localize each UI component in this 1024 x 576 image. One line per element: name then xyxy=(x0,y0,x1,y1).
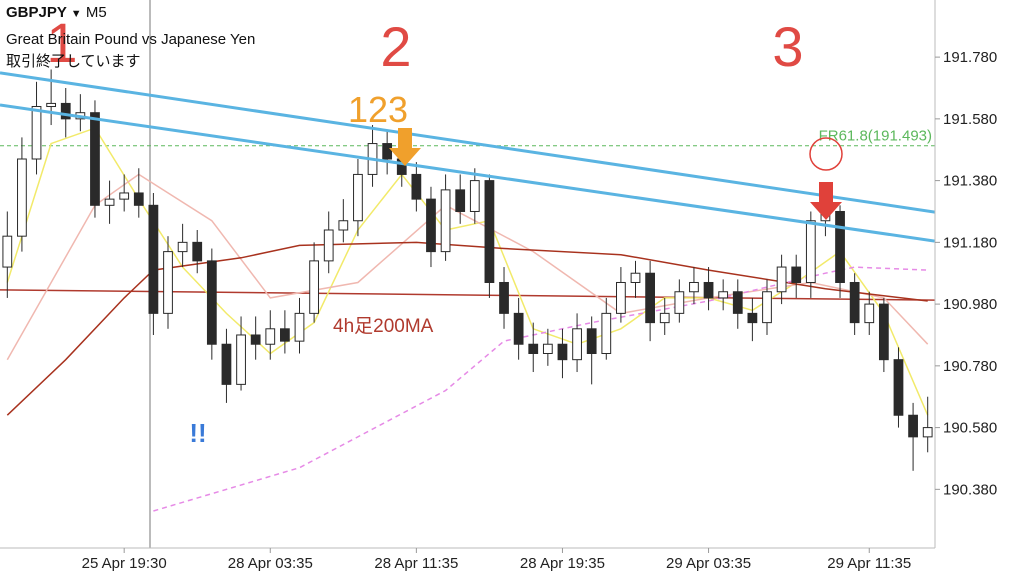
candle-body xyxy=(60,102,71,120)
annotation-3: 3 xyxy=(772,15,803,78)
candle-body xyxy=(791,266,802,283)
candle-body xyxy=(280,328,290,342)
candle-body xyxy=(499,281,509,314)
candle-body xyxy=(601,312,612,354)
ma-line xyxy=(6,127,929,416)
y-tick-label: 191.180 xyxy=(943,234,997,251)
ma-line xyxy=(6,241,928,416)
candle-body xyxy=(513,312,524,345)
candle-body xyxy=(133,192,144,206)
candle-body xyxy=(718,291,729,299)
candle-body xyxy=(542,343,553,354)
candle-body xyxy=(732,291,743,314)
candle-body xyxy=(659,312,670,324)
x-tick-label: 28 Apr 19:35 xyxy=(520,555,605,572)
candle-body xyxy=(338,220,349,231)
y-tick-label: 190.780 xyxy=(943,358,997,375)
red-arrow xyxy=(810,182,842,220)
x-tick-label: 28 Apr 11:35 xyxy=(374,555,458,572)
trendline xyxy=(0,103,935,243)
symbol-row[interactable]: GBPJPY ▼ M5 xyxy=(6,4,107,21)
candle-body xyxy=(747,312,758,324)
candle-body xyxy=(309,260,319,314)
candle-body xyxy=(645,272,655,324)
candle-body xyxy=(353,173,363,222)
candle-body xyxy=(835,210,845,283)
candle-body xyxy=(908,414,918,438)
orange-arrow xyxy=(389,128,421,166)
annotation-2: 2 xyxy=(380,15,411,78)
y-tick-label: 191.380 xyxy=(943,173,997,190)
candle-body xyxy=(616,281,626,314)
candle-body xyxy=(426,198,436,253)
candle-body xyxy=(90,112,100,206)
candle-body xyxy=(469,180,480,212)
candle-body xyxy=(440,189,451,253)
y-tick-label: 190.580 xyxy=(943,420,997,437)
candle-body xyxy=(703,281,714,299)
candle-body xyxy=(250,334,261,345)
candle-body xyxy=(294,312,305,342)
candle-body xyxy=(557,343,568,361)
y-tick-label: 191.580 xyxy=(943,111,997,128)
candle-body xyxy=(586,328,597,354)
fib-label: FR61.8(191.493) xyxy=(819,128,932,145)
candle-body xyxy=(864,303,875,324)
y-tick-label: 190.980 xyxy=(943,296,997,313)
y-tick-label: 191.780 xyxy=(943,49,997,66)
candle-body xyxy=(119,192,130,200)
candle-body xyxy=(893,359,904,416)
candle-body xyxy=(455,189,466,212)
candle-body xyxy=(528,343,539,354)
candle-body xyxy=(148,204,159,314)
candle-body xyxy=(163,251,173,314)
plot-area xyxy=(0,69,935,512)
timeframe: M5 xyxy=(85,4,107,21)
candle-body xyxy=(31,106,42,160)
x-tick-label: 25 Apr 19:30 xyxy=(82,555,167,572)
trendline xyxy=(0,71,935,214)
x-tick-label: 29 Apr 03:35 xyxy=(666,555,751,572)
candle-body xyxy=(805,220,816,283)
candle-body xyxy=(177,241,188,253)
market-status: 取引終了しています xyxy=(6,53,141,70)
annotation-1: 1 xyxy=(46,11,77,74)
red-circle xyxy=(809,137,843,171)
candle-body xyxy=(762,291,772,324)
ma200-label: 4h足200MA xyxy=(333,316,434,337)
annotations: 1 2 3 123 !! xyxy=(46,11,843,448)
candle-body xyxy=(221,343,232,385)
annotation-exclaim: !! xyxy=(189,418,206,448)
candle-body xyxy=(382,143,393,160)
candle-body xyxy=(206,260,217,345)
candle-body xyxy=(922,427,933,438)
y-tick-label: 190.380 xyxy=(943,481,997,498)
candle-body xyxy=(630,272,641,283)
candle-body xyxy=(104,198,115,206)
candle-body xyxy=(878,303,889,361)
candle-body xyxy=(323,229,334,262)
candle-body xyxy=(484,180,495,283)
candle-body xyxy=(674,291,685,314)
candle-body xyxy=(265,328,276,345)
candle-body xyxy=(776,266,787,293)
candle-body xyxy=(572,328,582,361)
x-tick-label: 29 Apr 11:35 xyxy=(827,555,911,572)
dropdown-icon: ▼ xyxy=(70,8,82,20)
candle-body xyxy=(17,158,27,237)
annotation-123: 123 xyxy=(348,89,408,130)
candle-body xyxy=(236,334,246,385)
candle-body xyxy=(46,102,57,108)
candle-body xyxy=(411,173,422,200)
description: Great Britain Pound vs Japanese Yen xyxy=(6,31,256,48)
candle-body xyxy=(689,281,699,293)
candle-body xyxy=(849,281,860,324)
x-tick-label: 28 Apr 03:35 xyxy=(228,555,313,572)
symbol: GBPJPY xyxy=(6,4,67,21)
candle-body xyxy=(192,241,203,262)
candle-body xyxy=(2,235,13,268)
